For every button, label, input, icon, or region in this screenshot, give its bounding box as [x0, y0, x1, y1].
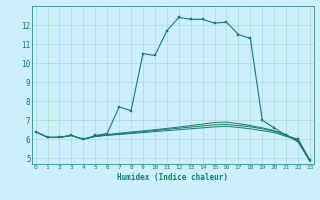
X-axis label: Humidex (Indice chaleur): Humidex (Indice chaleur) — [117, 173, 228, 182]
